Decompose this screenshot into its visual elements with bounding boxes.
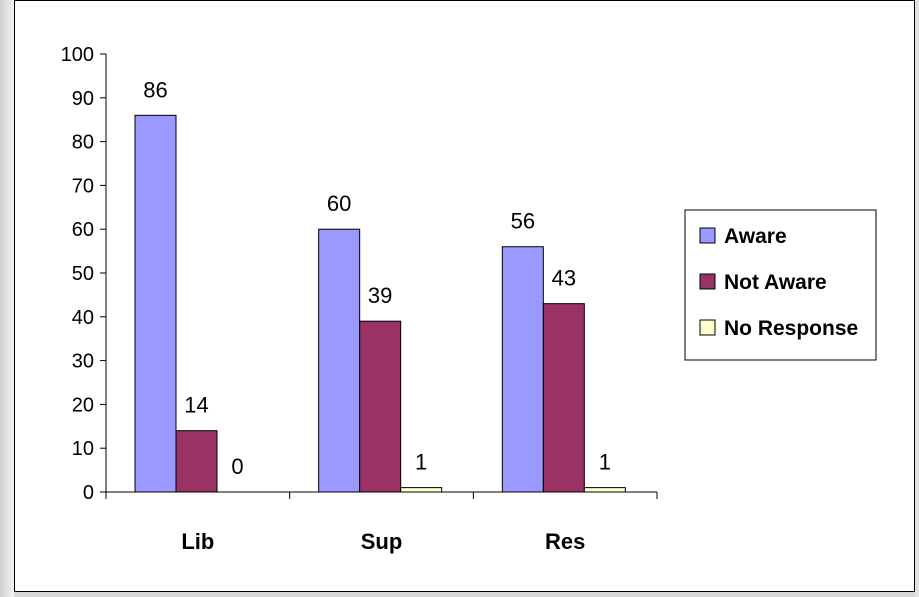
- data-label: 60: [327, 191, 351, 216]
- data-label: 1: [599, 450, 611, 475]
- data-label: 1: [415, 450, 427, 475]
- bar-no-response: [583, 487, 626, 493]
- frame-bottom-shadow: [14, 592, 919, 597]
- bar-not-aware: [175, 430, 218, 493]
- bar-aware: [501, 246, 544, 493]
- y-tick-label: 40: [72, 307, 94, 329]
- data-label: 86: [143, 77, 167, 102]
- legend-swatch: [699, 319, 716, 336]
- x-tick-label: Sup: [361, 529, 403, 554]
- legend-label: No Response: [724, 317, 858, 340]
- data-label: 0: [231, 454, 243, 479]
- x-tick-label: Lib: [181, 529, 214, 554]
- y-tick-label: 80: [72, 132, 94, 154]
- bar-not-aware: [542, 303, 585, 493]
- bar-no-response: [400, 487, 443, 493]
- data-label: 39: [368, 283, 392, 308]
- y-tick-label: 90: [72, 88, 94, 110]
- data-label: 43: [552, 266, 576, 291]
- y-tick-label: 30: [72, 351, 94, 373]
- bar-aware: [134, 114, 177, 493]
- legend-swatch: [699, 273, 716, 290]
- data-label: 14: [184, 393, 208, 418]
- y-tick-label: 20: [72, 394, 94, 416]
- slide-edge-shadow: [0, 0, 14, 597]
- y-tick-label: 70: [72, 175, 94, 197]
- y-tick-label: 50: [72, 263, 94, 285]
- y-tick-label: 0: [83, 482, 94, 504]
- frame-right-shadow: [915, 0, 919, 597]
- legend-label: Not Aware: [724, 271, 827, 294]
- y-tick-label: 10: [72, 438, 94, 460]
- legend-box: [684, 209, 877, 361]
- data-label: 56: [511, 209, 535, 234]
- legend: Aware Not Aware No Response: [684, 209, 877, 361]
- data-labels: 86 60 56 14 39 43 0 1 1: [143, 77, 611, 479]
- y-tick-label: 60: [72, 219, 94, 241]
- bars: [134, 114, 626, 493]
- legend-label: Aware: [724, 225, 787, 248]
- bar-not-aware: [359, 320, 402, 493]
- bar-aware: [318, 228, 361, 493]
- y-tick-label: 100: [61, 44, 94, 66]
- x-tick-label: Res: [545, 529, 585, 554]
- legend-swatch: [699, 227, 716, 244]
